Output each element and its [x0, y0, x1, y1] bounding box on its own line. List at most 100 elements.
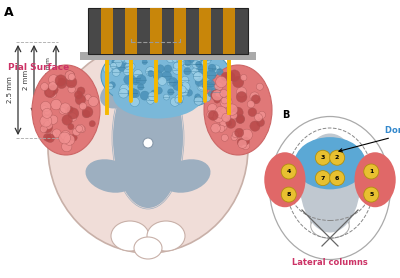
Circle shape: [164, 94, 169, 100]
Circle shape: [68, 113, 77, 121]
Circle shape: [219, 123, 227, 131]
Circle shape: [44, 109, 50, 115]
Circle shape: [221, 72, 230, 81]
Circle shape: [215, 106, 227, 118]
Circle shape: [215, 91, 222, 98]
Circle shape: [120, 84, 129, 94]
Circle shape: [56, 78, 67, 89]
Bar: [150, 8, 162, 54]
Circle shape: [181, 76, 189, 84]
Circle shape: [132, 90, 140, 97]
Circle shape: [128, 88, 137, 98]
Circle shape: [256, 118, 264, 126]
Circle shape: [74, 91, 83, 99]
Circle shape: [146, 66, 156, 76]
Circle shape: [211, 123, 220, 133]
Circle shape: [201, 60, 207, 66]
Circle shape: [89, 121, 95, 127]
Circle shape: [195, 78, 203, 86]
Circle shape: [77, 87, 85, 95]
Circle shape: [143, 138, 153, 148]
Text: 1: 1: [369, 169, 374, 174]
Circle shape: [221, 97, 228, 104]
Circle shape: [184, 68, 191, 75]
Circle shape: [124, 75, 133, 84]
Text: A: A: [4, 6, 14, 19]
Circle shape: [66, 77, 77, 88]
Circle shape: [149, 52, 157, 60]
Circle shape: [222, 113, 231, 122]
Circle shape: [213, 111, 224, 123]
Ellipse shape: [101, 42, 231, 110]
Bar: [100, 8, 112, 54]
Circle shape: [226, 104, 238, 115]
Circle shape: [180, 82, 190, 92]
Circle shape: [204, 56, 211, 64]
Circle shape: [48, 75, 59, 85]
Text: 8: 8: [286, 192, 291, 197]
Circle shape: [175, 95, 183, 103]
Circle shape: [142, 59, 147, 64]
Circle shape: [155, 87, 162, 94]
Circle shape: [70, 134, 77, 141]
Ellipse shape: [147, 221, 185, 251]
Circle shape: [82, 106, 93, 117]
Circle shape: [109, 82, 115, 88]
Text: 2.5 mm: 2.5 mm: [7, 77, 13, 103]
Circle shape: [219, 117, 229, 126]
Ellipse shape: [354, 152, 396, 207]
Circle shape: [68, 108, 79, 119]
Circle shape: [52, 129, 61, 138]
Circle shape: [46, 134, 54, 143]
Text: Lateral columns: Lateral columns: [292, 258, 368, 267]
Circle shape: [176, 54, 185, 62]
Text: 2: 2: [335, 155, 339, 160]
Bar: [199, 8, 211, 54]
Circle shape: [232, 107, 243, 118]
Text: 5: 5: [369, 192, 374, 197]
Circle shape: [75, 95, 86, 105]
Circle shape: [226, 74, 232, 80]
Circle shape: [193, 60, 200, 67]
Circle shape: [55, 75, 66, 86]
Circle shape: [195, 94, 200, 100]
Circle shape: [151, 90, 156, 95]
Circle shape: [156, 45, 163, 53]
Circle shape: [180, 91, 185, 96]
Circle shape: [193, 72, 203, 81]
Circle shape: [206, 80, 214, 88]
Circle shape: [40, 115, 52, 127]
Circle shape: [211, 87, 220, 96]
Circle shape: [158, 77, 166, 85]
Circle shape: [130, 97, 140, 106]
Circle shape: [48, 115, 58, 124]
Circle shape: [79, 126, 86, 133]
Circle shape: [179, 86, 186, 93]
Circle shape: [180, 47, 187, 54]
Ellipse shape: [48, 43, 248, 253]
Circle shape: [132, 74, 140, 83]
Circle shape: [192, 68, 199, 75]
Circle shape: [258, 111, 266, 118]
Circle shape: [59, 132, 70, 144]
Circle shape: [118, 62, 127, 71]
Circle shape: [315, 171, 330, 186]
Circle shape: [218, 125, 225, 132]
Circle shape: [73, 128, 80, 136]
Circle shape: [46, 89, 53, 96]
Circle shape: [206, 83, 214, 90]
Circle shape: [65, 71, 75, 80]
Circle shape: [174, 62, 180, 69]
Circle shape: [51, 99, 61, 110]
Circle shape: [227, 72, 235, 81]
Circle shape: [231, 134, 238, 141]
Circle shape: [164, 65, 172, 73]
Circle shape: [61, 131, 70, 140]
Circle shape: [235, 128, 244, 137]
Circle shape: [169, 78, 177, 86]
Circle shape: [214, 82, 223, 90]
Circle shape: [194, 96, 203, 105]
Bar: [224, 8, 236, 54]
Circle shape: [48, 82, 57, 91]
Circle shape: [68, 73, 75, 80]
